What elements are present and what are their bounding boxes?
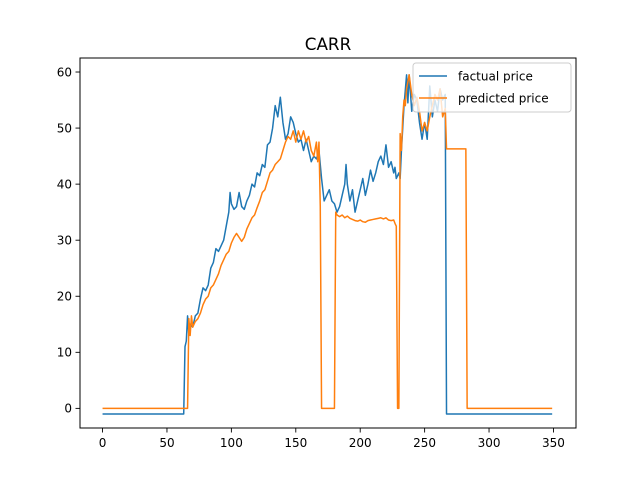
y-tick-label: 0 — [64, 402, 72, 416]
legend-box — [412, 62, 572, 113]
x-tick-label: 50 — [159, 436, 174, 450]
chart-title: CARR — [305, 34, 352, 54]
y-tick-label: 10 — [57, 346, 72, 360]
y-tick-label: 60 — [57, 65, 72, 79]
series-line-factual-price — [102, 74, 553, 415]
y-axis: 0 10 20 30 40 50 60 — [57, 65, 80, 416]
x-tick-label: 200 — [349, 436, 372, 450]
y-tick-label: 20 — [57, 290, 72, 304]
x-tick-label: 100 — [220, 436, 243, 450]
y-tick-label: 50 — [57, 121, 72, 135]
y-tick-label: 30 — [57, 233, 72, 247]
x-tick-label: 0 — [99, 436, 107, 450]
x-tick-label: 300 — [478, 436, 501, 450]
legend-label-factual-price: factual price — [458, 70, 533, 84]
plot-area — [102, 74, 553, 415]
x-tick-label: 150 — [284, 436, 307, 450]
x-tick-label: 250 — [413, 436, 436, 450]
series-line-predicted-price — [102, 74, 553, 410]
x-tick-label: 350 — [542, 436, 565, 450]
axes-frame — [79, 57, 577, 429]
y-tick-label: 40 — [57, 177, 72, 191]
x-axis: 0 50 100 150 200 250 300 350 — [99, 428, 565, 450]
legend: factual price predicted price — [412, 62, 572, 113]
legend-label-predicted-price: predicted price — [458, 92, 549, 106]
